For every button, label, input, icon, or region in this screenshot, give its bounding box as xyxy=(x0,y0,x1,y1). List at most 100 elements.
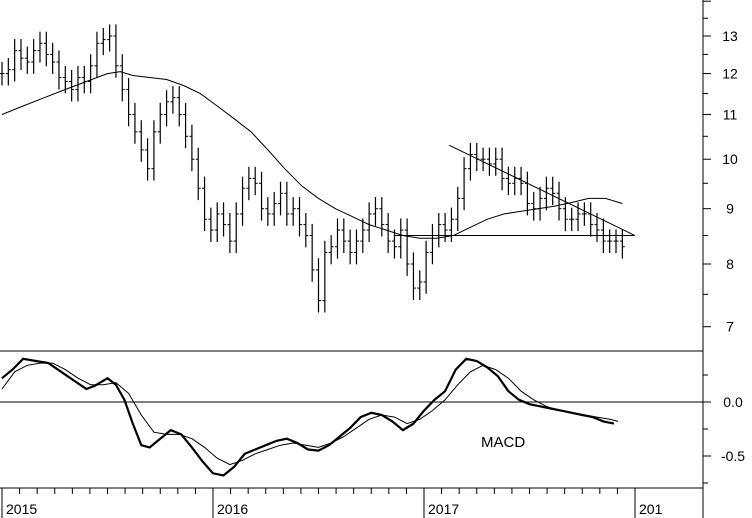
price-bar xyxy=(271,191,277,226)
price-bar xyxy=(385,213,391,253)
price-bar xyxy=(569,207,575,232)
macd-line xyxy=(1,357,615,477)
price-bar xyxy=(107,24,113,52)
price-bar xyxy=(56,50,62,90)
price-bar xyxy=(410,252,416,300)
price-bar xyxy=(334,218,340,259)
price-bar xyxy=(474,142,480,172)
price-bar xyxy=(391,229,397,259)
price-bar xyxy=(480,147,486,172)
price-bar xyxy=(455,186,461,232)
price-bar xyxy=(429,223,435,265)
price-bar xyxy=(100,28,106,56)
price-bar xyxy=(12,39,18,82)
price-bar xyxy=(461,157,467,211)
price-bar xyxy=(88,54,94,94)
price-bar xyxy=(531,191,537,221)
price-bar xyxy=(316,258,321,313)
price-bar xyxy=(524,171,530,216)
price-bar xyxy=(398,218,404,259)
price-bar xyxy=(37,31,43,63)
x-year-label: 2015 xyxy=(6,501,37,517)
x-year-label: 2017 xyxy=(428,501,459,517)
price-bar xyxy=(113,24,119,78)
x-year-label: 2016 xyxy=(217,501,248,517)
price-bar xyxy=(303,213,309,248)
price-bar xyxy=(50,42,56,74)
price-bar xyxy=(309,223,315,282)
price-y-tick-label: 13 xyxy=(722,28,738,44)
price-bar xyxy=(132,102,138,144)
price-bar xyxy=(550,176,556,206)
price-bar xyxy=(31,39,37,74)
price-bar xyxy=(240,176,246,226)
price-bar xyxy=(499,147,505,191)
price-y-tick-label: 10 xyxy=(722,151,738,167)
price-panel xyxy=(0,24,636,313)
price-bar xyxy=(417,270,423,300)
price-bar xyxy=(252,166,258,196)
macd-label: MACD xyxy=(481,434,525,451)
price-bar xyxy=(189,124,195,172)
price-bar xyxy=(341,218,347,253)
price-y-tick-label: 9 xyxy=(726,201,734,217)
price-y-tick-label: 12 xyxy=(722,66,738,82)
price-bar xyxy=(5,58,11,86)
price-bar xyxy=(290,197,296,226)
price-bar xyxy=(607,229,613,253)
price-bar xyxy=(94,31,100,78)
macd-panel: MACD xyxy=(0,357,703,477)
price-bar xyxy=(562,197,568,232)
price-bar xyxy=(594,213,600,242)
moving-average-line xyxy=(1,71,623,239)
x-year-label: 201 xyxy=(639,501,663,517)
macd-y-tick-label: -0.5 xyxy=(721,448,745,464)
price-bar xyxy=(448,207,454,242)
price-bar xyxy=(214,202,220,242)
price-bar xyxy=(297,197,303,237)
price-bar xyxy=(404,218,410,276)
price-bar xyxy=(183,102,189,149)
price-bar xyxy=(379,197,385,237)
price-bar xyxy=(246,166,252,201)
price-bar xyxy=(81,65,87,94)
price-bar xyxy=(537,186,543,221)
price-bar xyxy=(62,65,68,94)
price-bar xyxy=(119,54,125,102)
price-bar xyxy=(0,61,5,86)
price-bar xyxy=(505,166,511,196)
price-bar xyxy=(170,86,176,114)
price-bar xyxy=(284,181,290,226)
price-y-tick-label: 11 xyxy=(723,106,738,122)
price-bar xyxy=(164,90,170,127)
price-bar xyxy=(259,171,265,221)
price-y-tick-label: 7 xyxy=(726,319,734,335)
price-bar xyxy=(202,176,208,232)
price-bar xyxy=(347,229,353,265)
price-bar xyxy=(556,181,562,221)
price-bar xyxy=(613,229,619,253)
price-bar xyxy=(176,86,182,127)
price-bar xyxy=(138,120,144,162)
price-bar xyxy=(322,240,328,313)
price-bar xyxy=(543,176,549,211)
price-bar xyxy=(157,102,163,144)
price-bar xyxy=(423,240,429,294)
price-bar xyxy=(195,147,201,201)
price-bar xyxy=(18,39,24,71)
price-bar xyxy=(328,235,334,265)
price-bar xyxy=(512,166,518,196)
price-bar xyxy=(265,197,271,226)
price-bar xyxy=(372,197,378,226)
price-bar xyxy=(126,77,132,127)
price-bar xyxy=(145,138,151,181)
price-bar xyxy=(75,65,81,102)
macd-signal-line xyxy=(1,362,619,466)
price-bar xyxy=(151,120,157,181)
price-bar xyxy=(588,202,594,237)
price-bar xyxy=(366,202,372,242)
price-bar xyxy=(467,142,473,181)
price-bar xyxy=(581,202,587,226)
